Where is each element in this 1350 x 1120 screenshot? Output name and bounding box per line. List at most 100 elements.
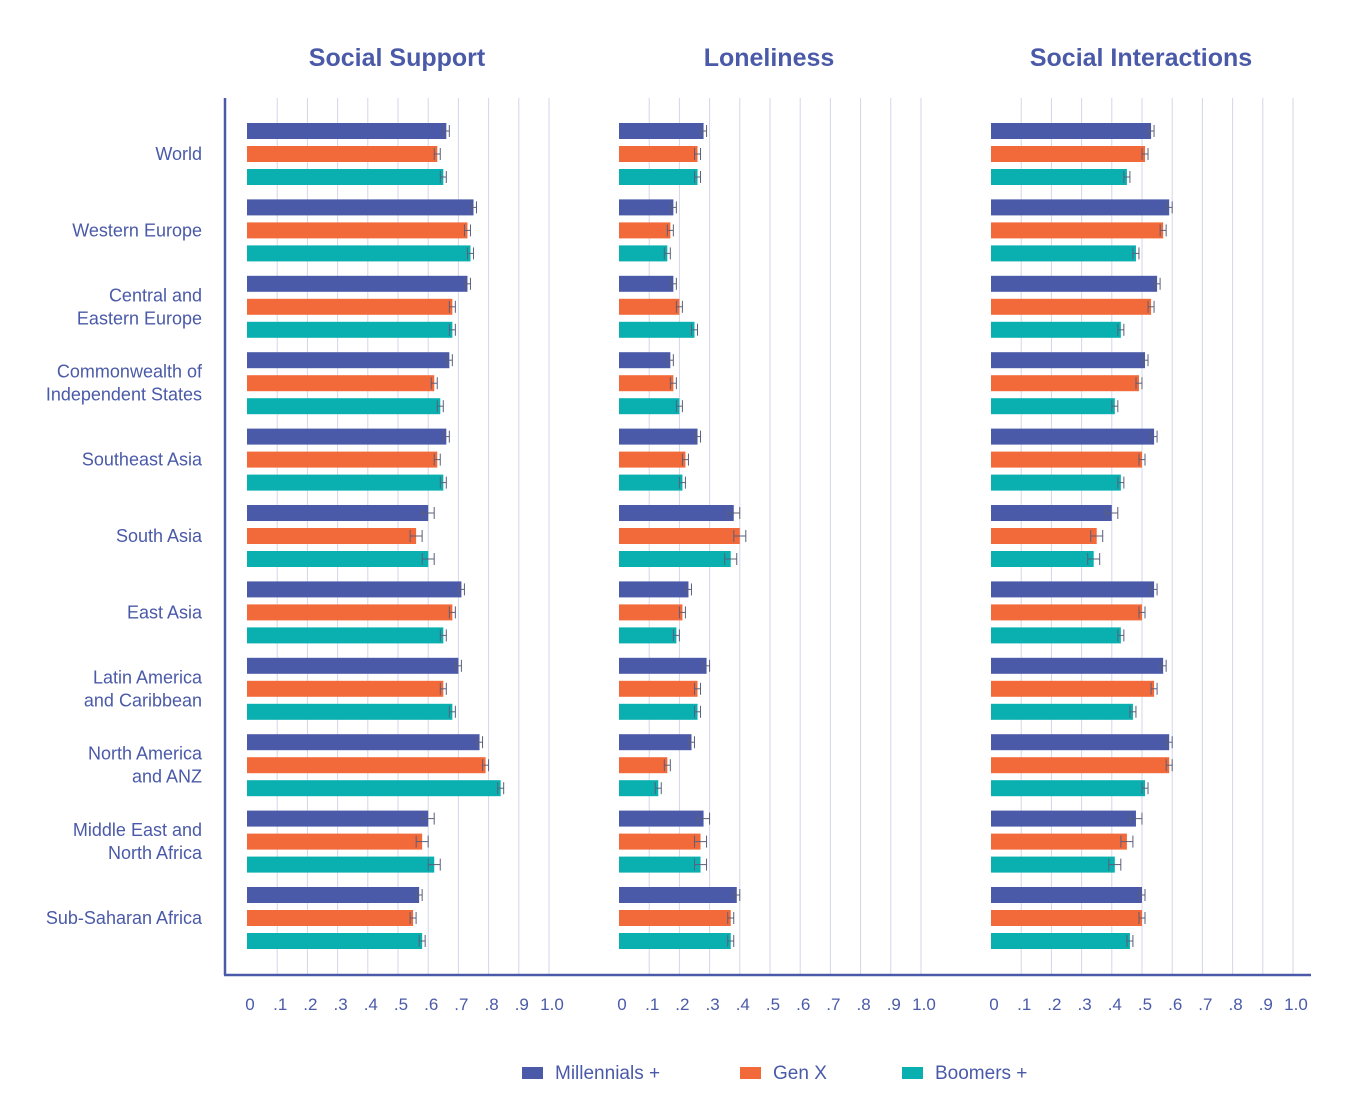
- bar: [619, 627, 677, 644]
- bar: [247, 680, 444, 697]
- x-tick-label: .1: [645, 995, 659, 1014]
- legend-swatch: [740, 1067, 761, 1079]
- bar: [991, 275, 1158, 292]
- bar: [619, 780, 659, 797]
- region-label: Southeast Asia: [82, 450, 203, 470]
- x-tick-label: .6: [424, 995, 438, 1014]
- bar: [991, 734, 1170, 751]
- bar: [619, 275, 674, 292]
- bar: [247, 604, 453, 621]
- bar: [619, 657, 707, 674]
- bar: [619, 245, 668, 262]
- bar: [619, 505, 734, 521]
- bar: [247, 505, 429, 521]
- x-tick-label: .9: [515, 995, 529, 1014]
- bar: [247, 245, 471, 262]
- bar: [991, 757, 1170, 774]
- bar: [991, 680, 1155, 697]
- x-tick-label: .9: [1259, 995, 1273, 1014]
- bar: [619, 703, 698, 720]
- bar: [247, 780, 501, 797]
- bar: [619, 199, 674, 216]
- legend-label: Millennials +: [555, 1063, 660, 1084]
- bar: [991, 528, 1097, 544]
- bar: [247, 810, 429, 827]
- x-tick-label: .4: [736, 995, 750, 1014]
- x-tick-label: .5: [766, 995, 780, 1014]
- x-tick-label: .2: [675, 995, 689, 1014]
- bar: [619, 222, 671, 239]
- bar: [619, 810, 704, 827]
- bar: [247, 146, 438, 162]
- x-tick-label: .4: [364, 995, 378, 1014]
- bar: [619, 375, 674, 392]
- x-tick-label: .8: [857, 995, 871, 1014]
- x-tick-label: 1.0: [912, 995, 936, 1014]
- bar: [247, 352, 450, 369]
- bar: [991, 810, 1136, 827]
- bar: [991, 352, 1146, 369]
- bar: [991, 833, 1127, 850]
- x-tick-label: 1.0: [540, 995, 564, 1014]
- x-tick-label: .2: [1047, 995, 1061, 1014]
- bar: [247, 298, 453, 315]
- bar: [619, 474, 683, 491]
- bar: [991, 856, 1115, 873]
- bar: [991, 123, 1152, 139]
- region-label: and Caribbean: [84, 690, 202, 710]
- x-tick-label: 0: [617, 995, 626, 1014]
- bar: [619, 298, 680, 315]
- bar: [619, 581, 689, 598]
- bar: [991, 245, 1136, 262]
- bar: [619, 123, 704, 139]
- bar: [991, 505, 1112, 521]
- bar: [247, 451, 438, 468]
- x-tick-label: 1.0: [1284, 995, 1308, 1014]
- bar: [247, 703, 453, 720]
- bar: [991, 780, 1146, 797]
- x-tick-label: .7: [454, 995, 468, 1014]
- region-label: Independent States: [46, 385, 202, 405]
- bar: [619, 398, 680, 415]
- bar: [991, 321, 1121, 338]
- x-tick-label: .1: [273, 995, 287, 1014]
- x-tick-label: .5: [394, 995, 408, 1014]
- region-label: Western Europe: [72, 220, 202, 240]
- bar: [991, 169, 1127, 185]
- region-label: Central and: [109, 285, 202, 305]
- bar: [247, 887, 420, 903]
- region-label: Sub-Saharan Africa: [46, 908, 203, 928]
- bar: [247, 199, 474, 216]
- bar: [247, 627, 444, 644]
- bar: [991, 146, 1146, 162]
- bar: [247, 757, 486, 774]
- bar: [619, 933, 731, 949]
- x-tick-label: .2: [303, 995, 317, 1014]
- x-tick-label: 0: [245, 995, 254, 1014]
- legend-label: Gen X: [773, 1063, 827, 1084]
- x-tick-label: .9: [887, 995, 901, 1014]
- bar: [991, 451, 1142, 468]
- legend-label: Boomers +: [935, 1063, 1027, 1084]
- panel-title: Loneliness: [704, 44, 835, 72]
- x-tick-label: .3: [334, 995, 348, 1014]
- bar: [619, 352, 671, 369]
- bar: [247, 123, 447, 139]
- bar: [991, 627, 1121, 644]
- bar: [991, 657, 1164, 674]
- x-tick-label: .1: [1017, 995, 1031, 1014]
- bar: [991, 398, 1115, 415]
- bar: [991, 375, 1139, 392]
- bar: [991, 298, 1152, 315]
- bar: [619, 887, 737, 903]
- bar: [247, 275, 468, 292]
- region-label: North America: [88, 744, 203, 764]
- x-tick-label: .8: [485, 995, 499, 1014]
- bar: [247, 428, 447, 445]
- bar: [991, 428, 1155, 445]
- bar: [247, 581, 462, 598]
- region-label: South Asia: [116, 526, 203, 546]
- x-tick-label: 0: [989, 995, 998, 1014]
- bar: [247, 833, 423, 850]
